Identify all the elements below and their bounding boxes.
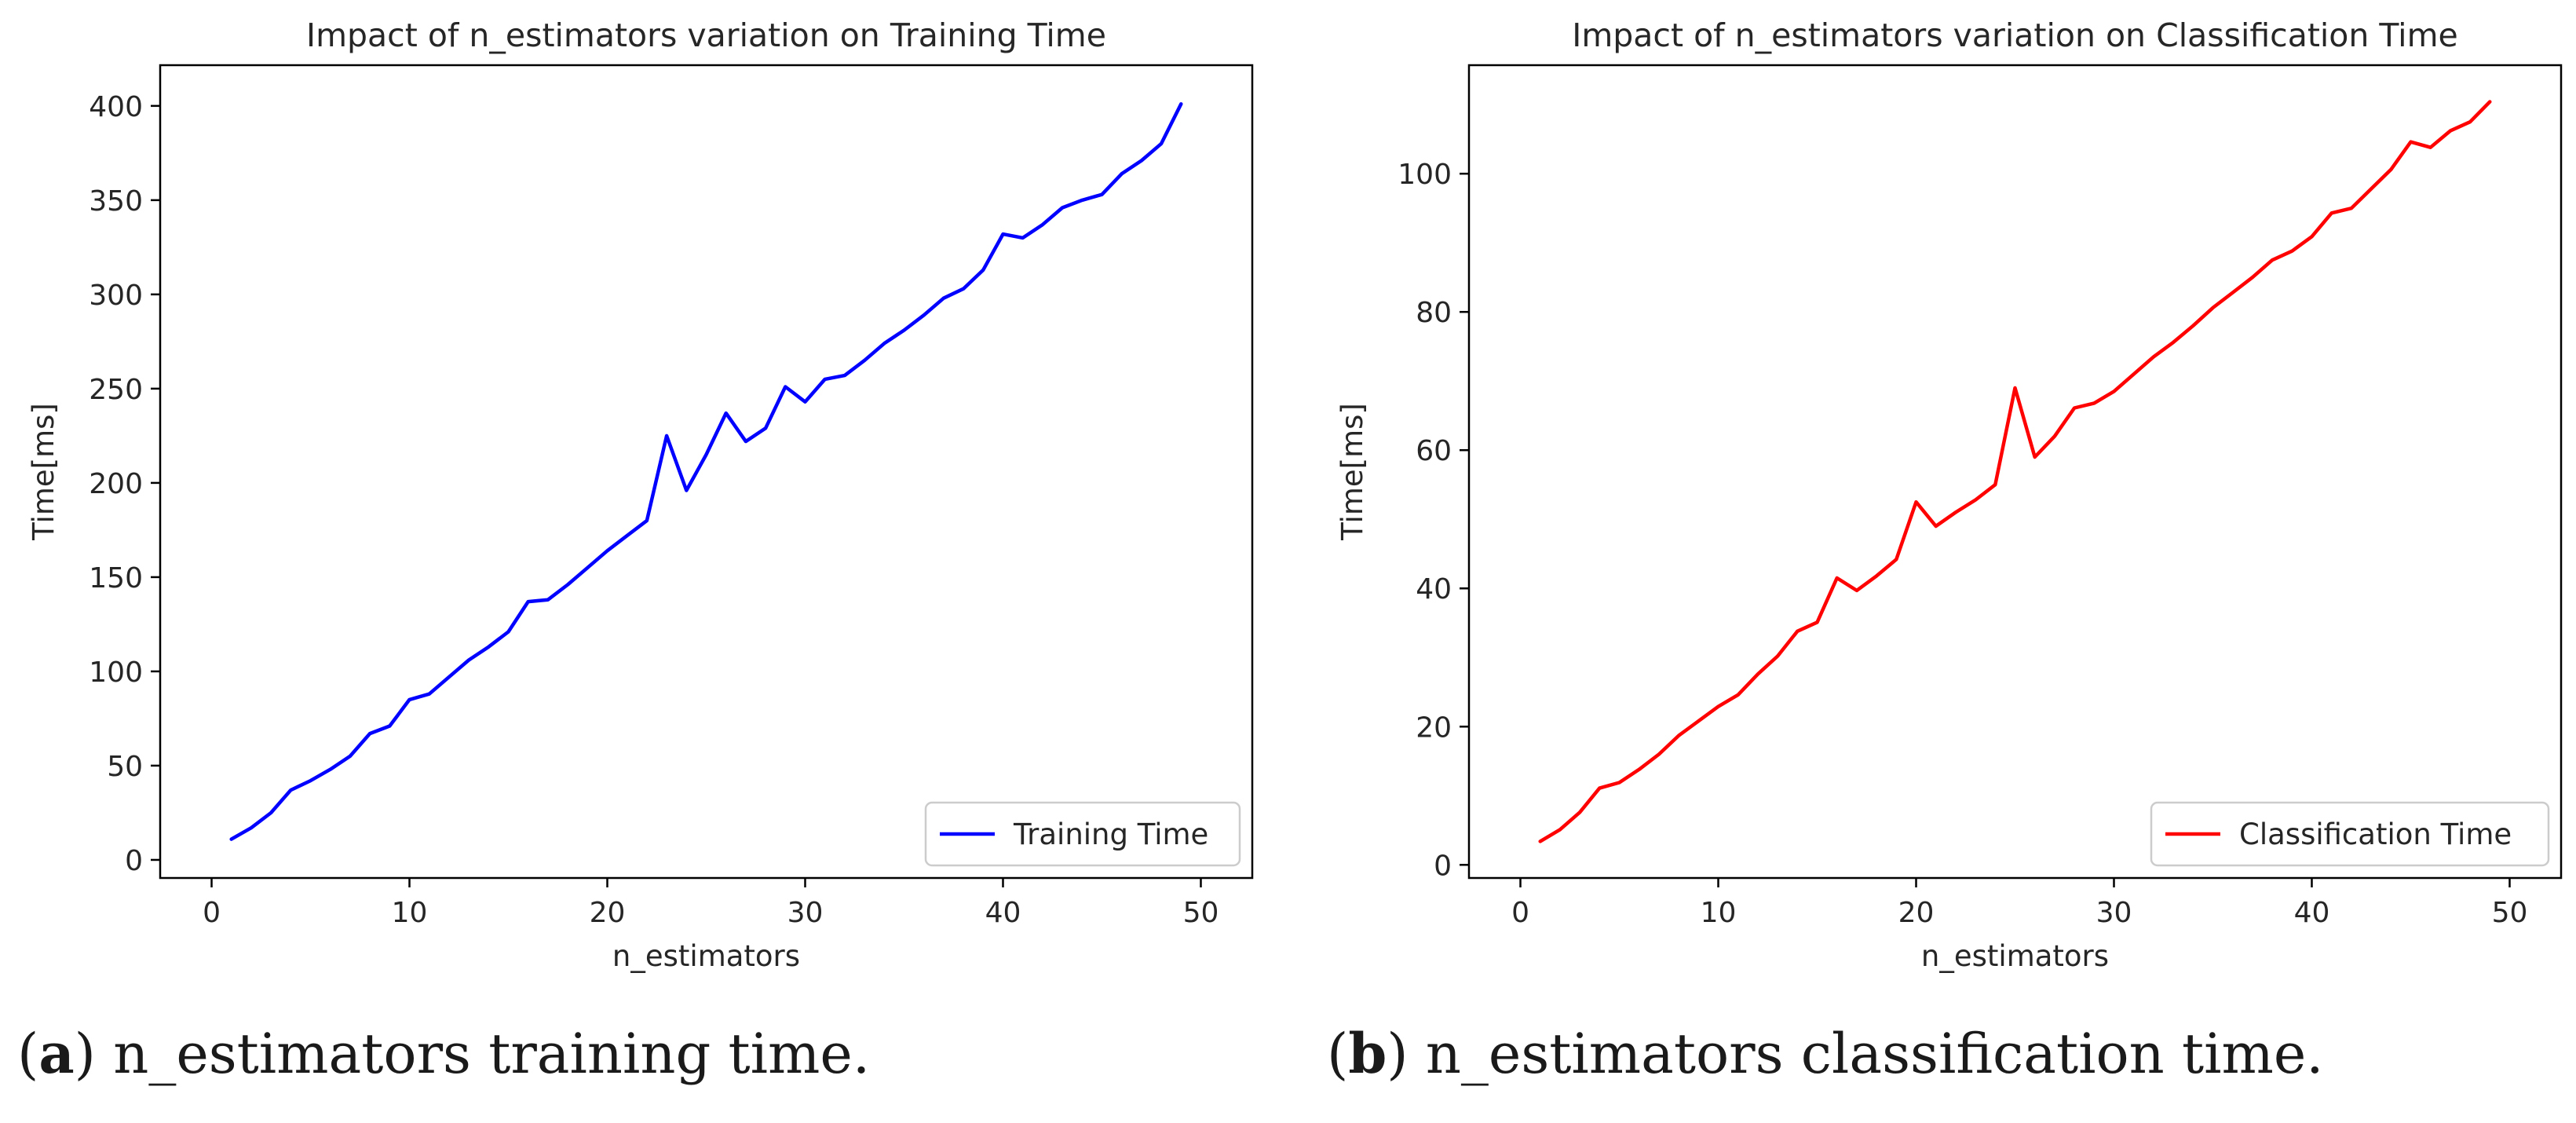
x-tick-label: 30 xyxy=(787,897,824,929)
y-tick-label: 300 xyxy=(89,280,143,312)
legend-label: Training Time xyxy=(1013,818,1208,851)
y-axis-label: Time[ms] xyxy=(27,403,60,541)
y-tick-label: 80 xyxy=(1416,297,1452,329)
x-tick-label: 40 xyxy=(985,897,1021,929)
chart-title: Impact of n_estimators variation on Clas… xyxy=(1572,16,2457,54)
x-tick-label: 10 xyxy=(1701,897,1737,929)
caption-a-label: a xyxy=(38,1021,75,1086)
y-tick-label: 0 xyxy=(1434,850,1452,882)
caption-a: (a) n_estimators training time. xyxy=(17,1021,871,1086)
plot-frame xyxy=(159,64,1254,880)
chart-title: Impact of n_estimators variation on Trai… xyxy=(306,16,1106,54)
y-tick-label: 0 xyxy=(125,845,143,877)
x-tick-label: 20 xyxy=(1898,897,1935,929)
y-tick-label: 100 xyxy=(1398,159,1452,191)
x-tick-label: 30 xyxy=(2096,897,2132,929)
chart-1: Impact of n_estimators variation on Trai… xyxy=(27,16,1254,973)
y-tick-label: 20 xyxy=(1416,711,1452,744)
legend: Classification Time xyxy=(2150,801,2550,867)
series-line xyxy=(229,102,1183,841)
legend-box xyxy=(924,801,1241,867)
y-tick-label: 250 xyxy=(89,374,143,406)
legend-label: Classification Time xyxy=(2239,818,2512,851)
y-tick-label: 350 xyxy=(89,185,143,218)
x-tick-label: 0 xyxy=(1511,897,1529,929)
x-axis-label: n_estimators xyxy=(612,939,800,973)
y-tick-label: 150 xyxy=(89,562,143,594)
y-tick-label: 40 xyxy=(1416,573,1452,605)
legend-box xyxy=(2150,801,2550,867)
x-axis-label: n_estimators xyxy=(1921,939,2109,973)
x-tick-label: 50 xyxy=(1183,897,1219,929)
legend: Training Time xyxy=(924,801,1241,867)
x-tick-label: 20 xyxy=(590,897,626,929)
x-tick-label: 40 xyxy=(2294,897,2330,929)
plot-frame xyxy=(1467,64,2563,880)
caption-b-label: b xyxy=(1348,1021,1387,1086)
y-tick-label: 50 xyxy=(107,751,143,783)
y-tick-label: 200 xyxy=(89,468,143,500)
caption-b: (b) n_estimators classification time. xyxy=(1327,1021,2324,1086)
x-tick-label: 10 xyxy=(392,897,428,929)
chart-2: Impact of n_estimators variation on Clas… xyxy=(1336,16,2563,973)
x-tick-label: 50 xyxy=(2492,897,2528,929)
caption-a-text: n_estimators training time. xyxy=(95,1022,871,1086)
y-tick-label: 60 xyxy=(1416,435,1452,467)
x-tick-label: 0 xyxy=(203,897,221,929)
y-axis-label: Time[ms] xyxy=(1336,403,1369,541)
series-line xyxy=(1538,100,2492,843)
y-tick-label: 400 xyxy=(89,91,143,123)
y-tick-label: 100 xyxy=(89,657,143,689)
caption-b-text: n_estimators classification time. xyxy=(1408,1022,2324,1086)
